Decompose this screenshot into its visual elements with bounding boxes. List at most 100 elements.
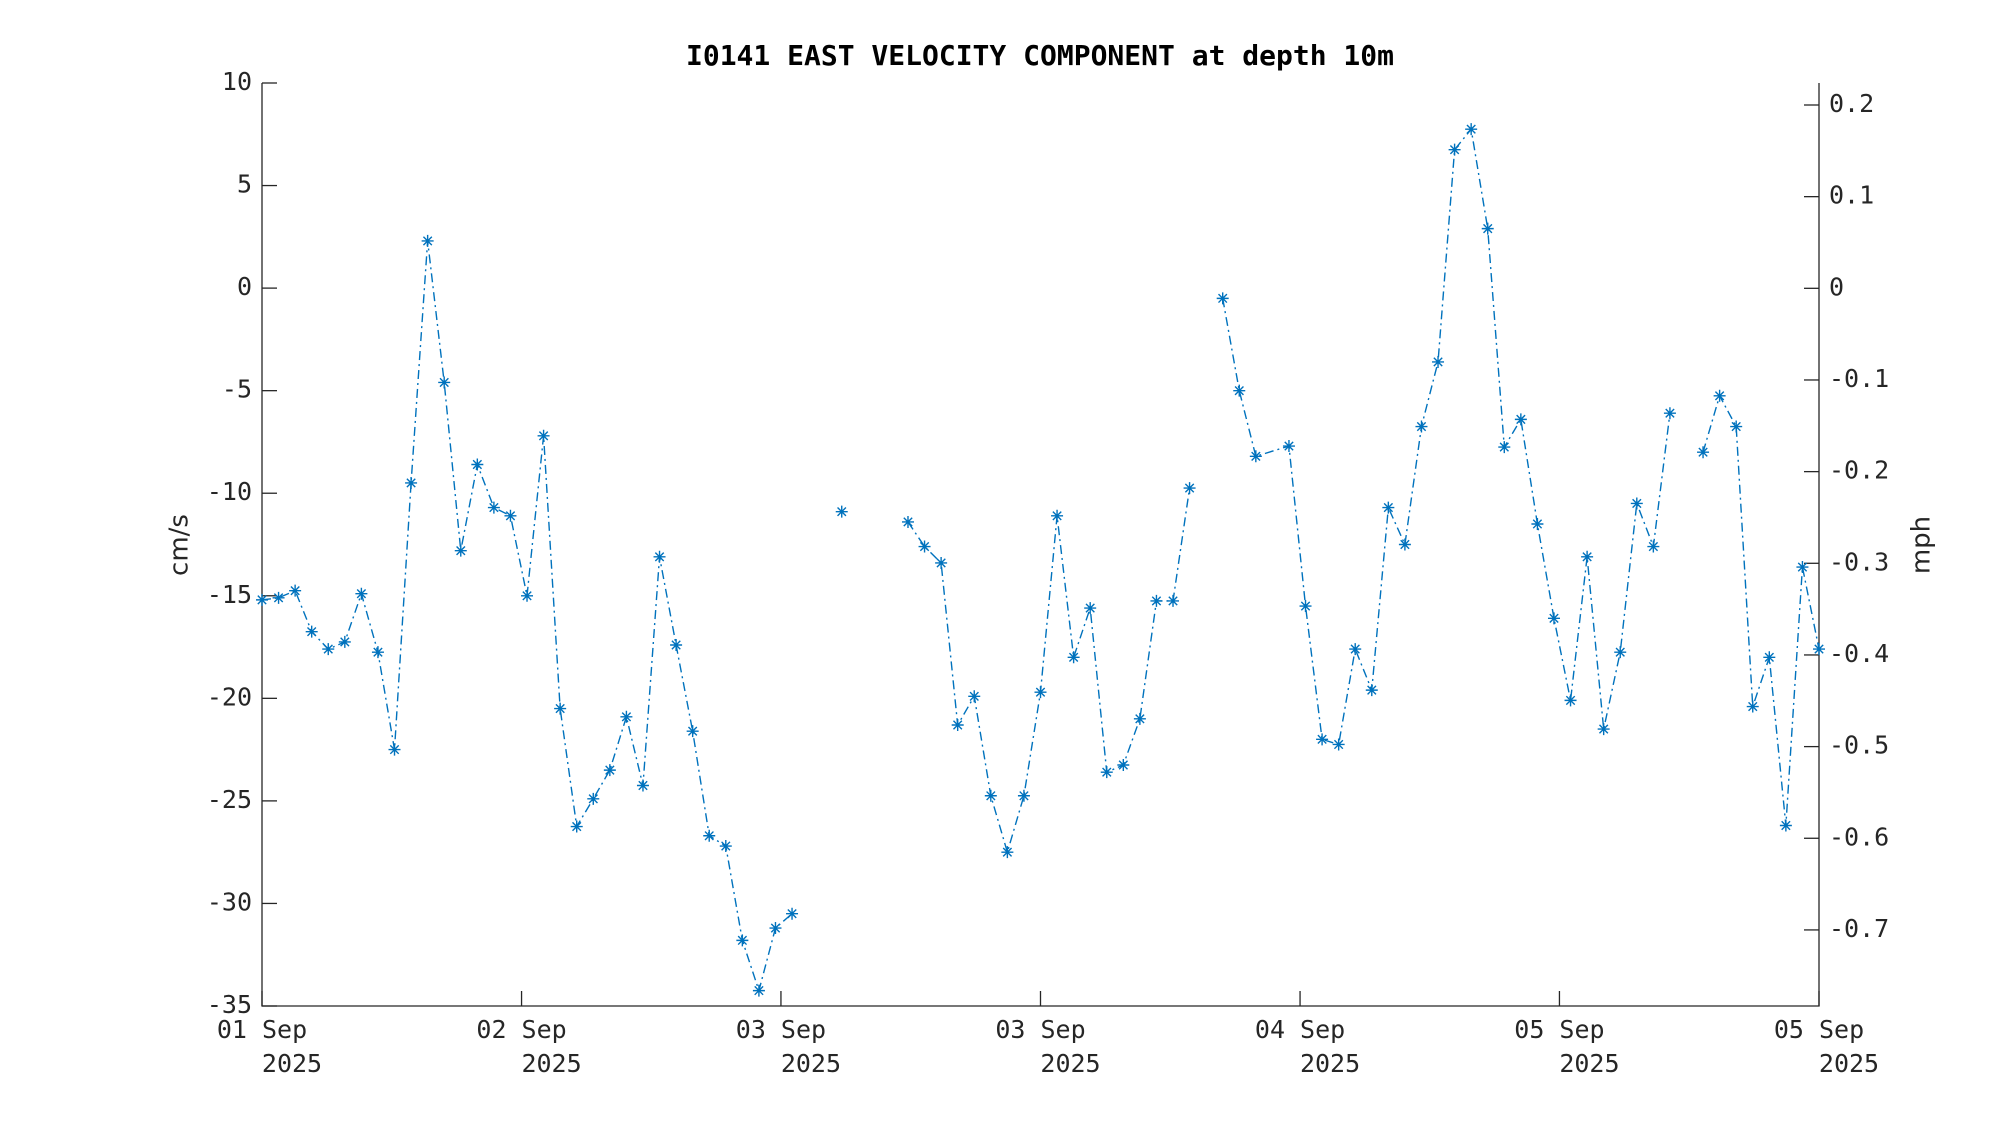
y2-tick-label: -0.3: [1829, 547, 1889, 576]
data-point: [1796, 561, 1809, 574]
data-point: [1150, 594, 1163, 607]
data-point: [1713, 389, 1726, 402]
data-point: [1581, 550, 1594, 563]
y-tick-label: -15: [207, 580, 252, 609]
data-point: [1249, 450, 1262, 463]
data-point: [1216, 292, 1229, 305]
y-tick-label: -5: [222, 375, 252, 404]
data-point: [1730, 420, 1743, 433]
data-line: [1702, 393, 1820, 826]
data-point: [322, 643, 335, 656]
y-tick-label: 10: [222, 67, 252, 96]
data-point: [686, 725, 699, 738]
data-point: [1017, 789, 1030, 802]
y-tick-label: -25: [207, 785, 252, 814]
data-point: [603, 764, 616, 777]
data-point: [620, 710, 633, 723]
data-point: [1813, 643, 1825, 656]
data-point: [371, 646, 384, 659]
data-point: [1133, 712, 1146, 725]
data-point: [1167, 594, 1180, 607]
y-tick-label: -20: [207, 682, 252, 711]
y2-tick-label: -0.6: [1829, 822, 1889, 851]
data-point: [736, 934, 749, 947]
y2-tick-label: -0.5: [1829, 731, 1889, 760]
y-tick-label: -10: [207, 477, 252, 506]
data-point: [653, 550, 666, 563]
y2-tick-label: 0.2: [1829, 89, 1874, 118]
data-point: [1448, 143, 1461, 156]
data-point: [421, 234, 434, 247]
data-point: [504, 509, 517, 522]
data-point: [471, 458, 484, 471]
data-point: [1067, 651, 1080, 664]
x-tick-label: 05 Sep 2025: [1774, 1015, 1879, 1078]
data-point: [1382, 501, 1395, 514]
data-line: [1222, 127, 1671, 746]
data-point: [719, 840, 732, 853]
data-point: [1597, 723, 1610, 736]
x-tick-label: 04 Sep 2025: [1255, 1015, 1360, 1078]
data-point: [1001, 846, 1014, 859]
data-point: [487, 501, 500, 514]
data-point: [1465, 123, 1478, 136]
data-point: [338, 635, 351, 648]
data-point: [272, 591, 285, 604]
data-point: [752, 984, 765, 997]
data-point: [405, 476, 418, 489]
data-point: [1663, 407, 1676, 420]
data-point: [1365, 684, 1378, 697]
data-point: [1398, 538, 1411, 551]
data-point: [438, 376, 451, 389]
x-tick-label: 01 Sep 2025: [217, 1015, 322, 1078]
data-point: [1746, 700, 1759, 713]
data-point: [1763, 651, 1776, 664]
y-axis-label: cm/s: [165, 514, 195, 576]
data-point: [1100, 766, 1113, 779]
data-point: [1481, 222, 1494, 235]
data-point: [951, 718, 964, 731]
data-point: [454, 544, 467, 557]
data-point: [570, 820, 583, 833]
x-tick-label: 03 Sep 2025: [736, 1015, 841, 1078]
data-point: [1084, 602, 1097, 615]
y2-tick-label: -0.1: [1829, 364, 1889, 393]
data-point: [1498, 441, 1511, 454]
data-point: [1316, 733, 1329, 746]
data-line: [261, 240, 793, 994]
data-point: [984, 789, 997, 802]
data-point: [1630, 497, 1643, 510]
data-point: [703, 829, 716, 842]
y-tick-label: 0: [237, 272, 252, 301]
data-point: [256, 593, 268, 606]
data-point: [305, 625, 318, 638]
data-point: [1034, 686, 1047, 699]
y2-tick-label: -0.7: [1829, 914, 1889, 943]
data-point: [1647, 540, 1660, 553]
y2-tick-label: 0.1: [1829, 181, 1874, 210]
data-point: [901, 515, 914, 528]
data-point: [1564, 694, 1577, 707]
y-tick-label: 5: [237, 170, 252, 199]
axes-frame: [261, 83, 1820, 1007]
data-point: [1282, 440, 1295, 453]
data-point: [1415, 420, 1428, 433]
data-line: [907, 487, 1191, 855]
data-point: [587, 792, 600, 805]
data-point: [554, 702, 567, 715]
x-tick-label: 03 Sep 2025: [995, 1015, 1100, 1078]
data-point: [670, 639, 683, 652]
data-point: [935, 556, 948, 569]
data-point: [636, 779, 649, 792]
data-point: [1183, 482, 1196, 495]
data-point: [537, 429, 550, 442]
data-point: [1299, 600, 1312, 613]
x-tick-label: 05 Sep 2025: [1514, 1015, 1619, 1078]
y2-tick-label: -0.2: [1829, 456, 1889, 485]
data-point: [835, 505, 848, 518]
data-point: [918, 540, 931, 553]
y-tick-label: -35: [207, 990, 252, 1019]
data-point: [289, 584, 302, 597]
data-point: [1514, 413, 1527, 426]
